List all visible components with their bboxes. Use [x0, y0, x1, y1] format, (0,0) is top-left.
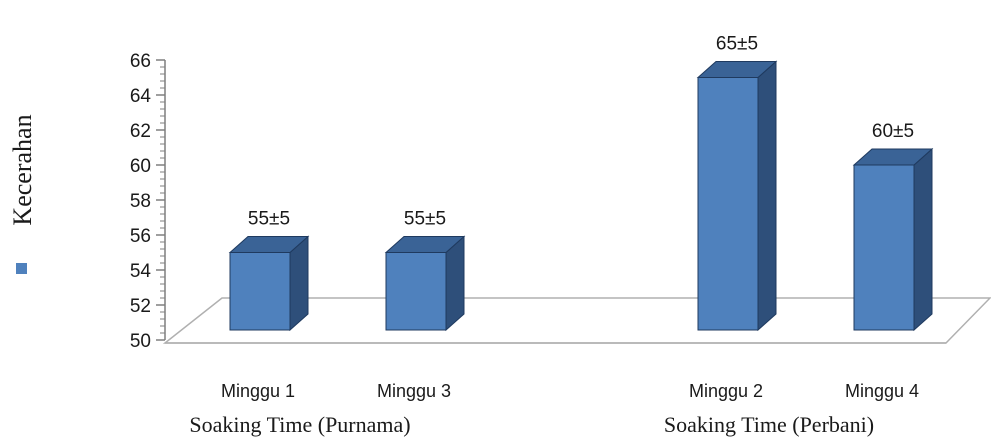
bars [228, 60, 934, 332]
bar-front-face [697, 77, 759, 331]
bar-front-face [385, 252, 447, 331]
y-axis: 50 52 54 56 58 60 62 64 66 [130, 51, 166, 352]
bar [228, 235, 310, 332]
y-tick-label: 64 [130, 86, 152, 107]
bar [696, 60, 778, 332]
x-tick-label: Minggu 4 [845, 381, 919, 401]
bar-side-face [757, 60, 777, 332]
y-tick-label: 62 [130, 121, 151, 142]
bar-front-face [229, 252, 291, 331]
y-tick-label: 56 [130, 226, 151, 247]
bar [852, 147, 934, 332]
legend: Kecerahan [8, 114, 37, 274]
y-tick-label: 52 [130, 296, 151, 317]
data-label: 55±5 [404, 209, 446, 230]
y-tick-label: 50 [130, 331, 151, 352]
y-tick-label: 54 [130, 261, 152, 282]
y-tick-label: 58 [130, 191, 151, 212]
legend-swatch [16, 263, 27, 274]
x-tick-label: Minggu 2 [689, 381, 763, 401]
bar-front-face [853, 164, 915, 331]
x-tick-label: Minggu 3 [377, 381, 451, 401]
chart-floor [162, 297, 991, 344]
data-label: 65±5 [716, 34, 758, 55]
y-tick-label: 60 [130, 156, 151, 177]
data-labels: 55±5 55±5 65±5 60±5 [248, 34, 914, 230]
data-label: 60±5 [872, 121, 914, 142]
x-group-title: Soaking Time (Perbani) [664, 412, 874, 437]
bar [384, 235, 466, 332]
y-tick-label: 66 [130, 51, 151, 72]
legend-label: Kecerahan [8, 114, 37, 225]
x-group-title: Soaking Time (Purnama) [189, 412, 410, 437]
x-tick-label: Minggu 1 [221, 381, 295, 401]
data-label: 55±5 [248, 209, 290, 230]
category-labels: Minggu 1 Minggu 3 Minggu 2 Minggu 4 Soaking … [189, 381, 919, 437]
bar-side-face [913, 147, 933, 332]
